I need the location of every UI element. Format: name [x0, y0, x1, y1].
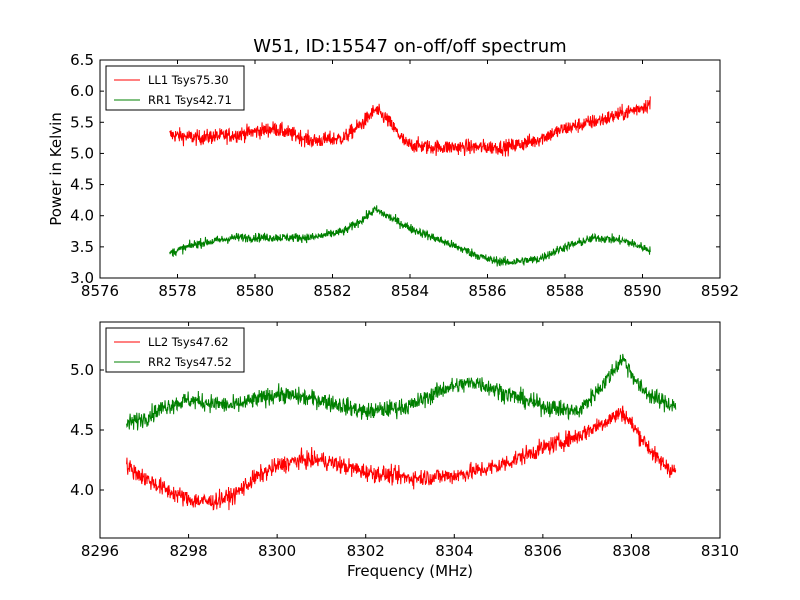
y-tick-label: 4.0 — [70, 207, 94, 225]
top-panel: 8576 8578 8580 8582 8584 8586 8588 8590 8592 3.0 3… — [70, 51, 739, 300]
y-axis-label: Power in Kelvin — [47, 112, 65, 226]
x-tick-label: 8578 — [158, 282, 196, 300]
y-tick-label: 5.5 — [70, 113, 94, 131]
x-tick-label: 8582 — [313, 282, 351, 300]
x-tick-label: 8580 — [236, 282, 274, 300]
series-line-rr1-tsys42-71 — [169, 205, 651, 267]
legend-label: RR1 Tsys42.71 — [148, 93, 232, 107]
y-tick-label: 6.0 — [70, 82, 94, 100]
x-tick-label: 8306 — [524, 542, 562, 560]
series-line-ll2-tsys47-62 — [126, 405, 677, 511]
x-tick-label: 8590 — [623, 282, 661, 300]
legend: LL2 Tsys47.62 RR2 Tsys47.52 — [105, 327, 245, 373]
y-tick-label: 4.0 — [70, 481, 94, 499]
y-tick-label: 5.0 — [70, 361, 94, 379]
y-tick-label: 5.0 — [70, 144, 94, 162]
x-tick-label: 8302 — [347, 542, 385, 560]
legend: LL1 Tsys75.30 RR1 Tsys42.71 — [105, 65, 245, 111]
legend-label: LL2 Tsys47.62 — [148, 335, 229, 349]
legend-label: LL1 Tsys75.30 — [148, 73, 229, 87]
x-tick-label: 8588 — [546, 282, 584, 300]
y-tick-label: 4.5 — [70, 176, 94, 194]
x-tick-label: 8298 — [169, 542, 207, 560]
series-line-rr2-tsys47-52 — [126, 353, 677, 431]
x-tick-label: 8592 — [701, 282, 739, 300]
x-tick-label: 8300 — [258, 542, 296, 560]
y-tick-label: 3.5 — [70, 238, 94, 256]
x-tick-label: 8576 — [81, 282, 119, 300]
x-tick-label: 8586 — [468, 282, 506, 300]
legend-label: RR2 Tsys47.52 — [148, 355, 232, 369]
x-axis-label: Frequency (MHz) — [347, 562, 473, 580]
y-tick-label: 4.5 — [70, 421, 94, 439]
x-tick-label: 8310 — [701, 542, 739, 560]
series-line-ll1-tsys75-30 — [169, 96, 651, 157]
y-tick-label: 3.0 — [70, 269, 94, 287]
x-tick-label: 8308 — [612, 542, 650, 560]
x-tick-label: 8296 — [81, 542, 119, 560]
legend-box — [105, 327, 245, 373]
x-tick-label: 8304 — [435, 542, 473, 560]
legend-box — [105, 65, 245, 111]
x-tick-label: 8584 — [391, 282, 429, 300]
y-tick-label: 6.5 — [70, 51, 94, 69]
chart-title: W51, ID:15547 on-off/off spectrum — [253, 36, 566, 57]
bottom-panel: 8296 8298 8300 8302 8304 8306 8308 8310 4.0 4.5 5.… — [70, 321, 739, 560]
